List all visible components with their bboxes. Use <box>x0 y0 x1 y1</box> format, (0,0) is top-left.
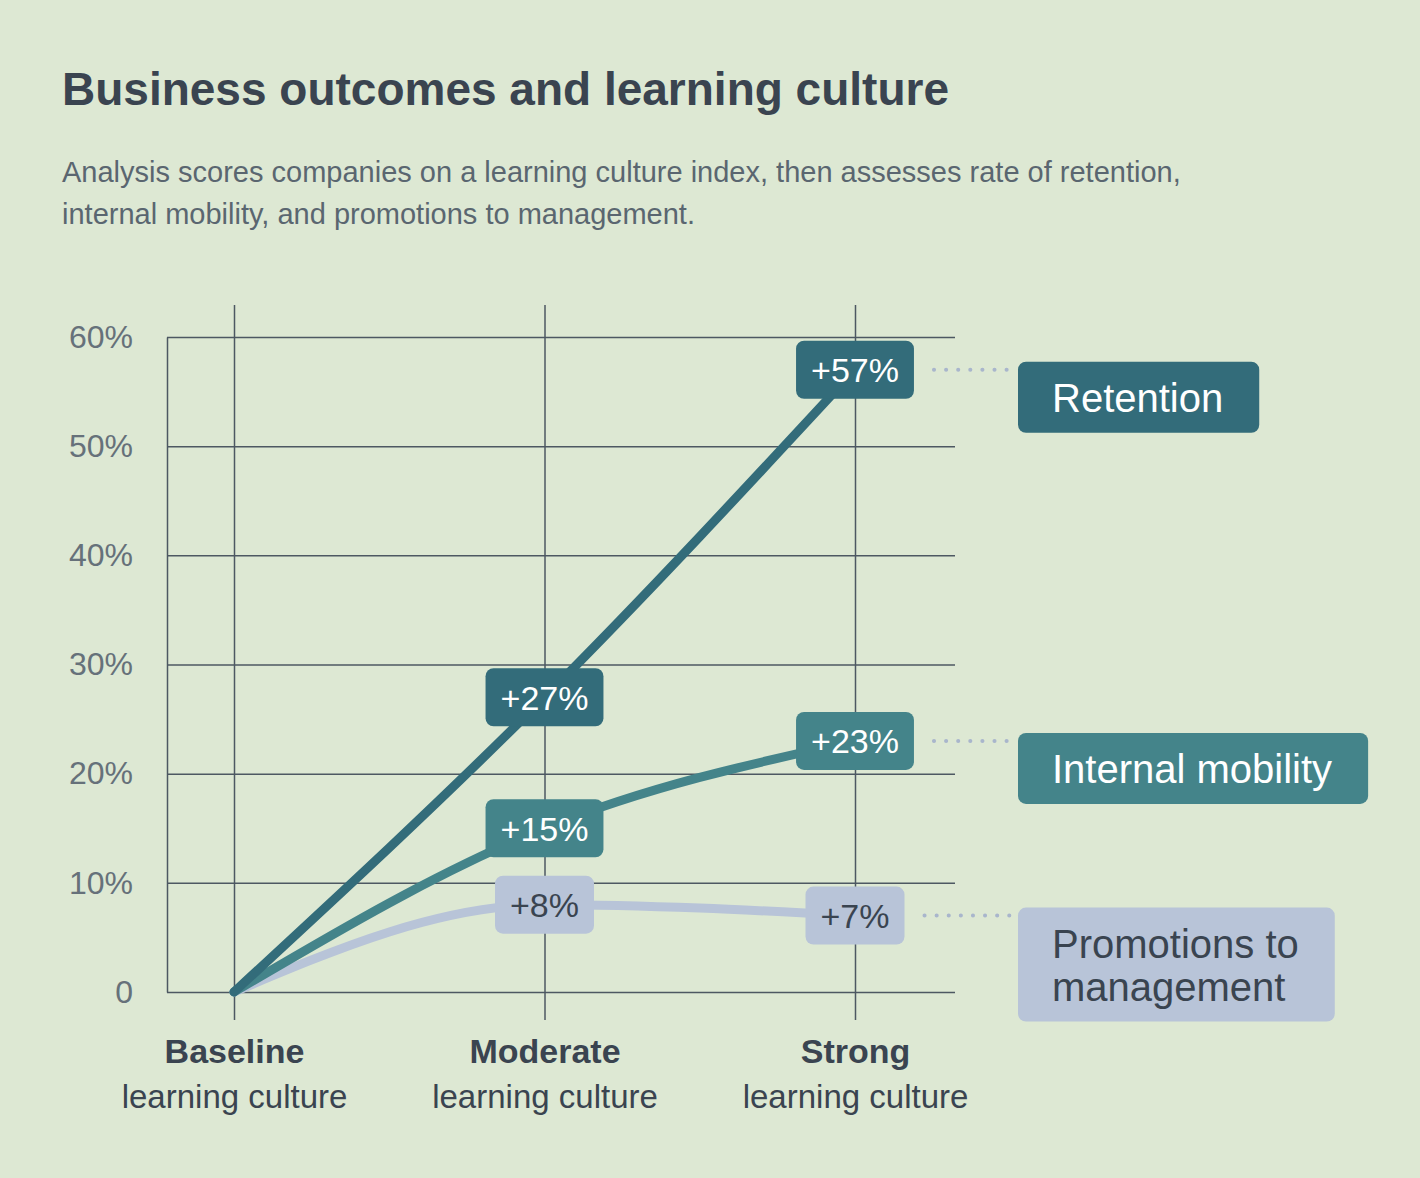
y-tick-label: 20% <box>69 755 133 791</box>
data-label-text: +15% <box>501 809 589 847</box>
y-grid-line <box>167 555 955 557</box>
legend-label: Promotions tomanagement <box>1052 922 1299 1009</box>
x-tick-sublabel: learning culture <box>432 1078 658 1115</box>
y-grid-line <box>167 773 955 775</box>
x-tick: Strong learning culture <box>743 305 969 1115</box>
y-tick-label: 0 <box>115 974 133 1010</box>
data-label-box <box>486 799 604 857</box>
legend-label-line: Promotions to <box>1052 922 1299 966</box>
legend-leader <box>934 739 1010 743</box>
legend-box <box>1018 908 1335 1022</box>
legend: Retention Internal mobility Promotions tom… <box>925 362 1369 1022</box>
data-label: +27% <box>486 668 604 726</box>
y-tick-label: 10% <box>69 865 133 901</box>
legend-label-line: Internal mobility <box>1052 747 1332 791</box>
y-tick-label: 40% <box>69 537 133 573</box>
data-label-text: +27% <box>501 678 589 716</box>
legend-label: Internal mobility <box>1052 747 1332 791</box>
data-label-box <box>495 876 594 934</box>
legend-item: Internal mobility <box>1018 733 1368 804</box>
y-grid-line <box>167 446 955 448</box>
x-axis: Baseline learning culture Moderate learning… <box>122 305 969 1115</box>
data-label-box <box>796 341 914 399</box>
data-labels: +8% +7% +15% +23% +27% +57% <box>486 341 914 945</box>
legend-box <box>1018 362 1259 433</box>
data-label-text: +7% <box>821 897 890 935</box>
chart-svg: Business outcomes and learning culture An… <box>0 0 1420 1178</box>
x-tick-sublabel: learning culture <box>122 1078 348 1115</box>
x-grid-line <box>234 305 236 1020</box>
subtitle: Analysis scores companies on a learning … <box>62 156 1181 188</box>
data-label-box <box>796 712 914 770</box>
x-tick-label: Baseline <box>165 1032 305 1070</box>
data-label: +23% <box>796 712 914 770</box>
legend-box <box>1018 733 1368 804</box>
title: Business outcomes and learning culture <box>62 63 949 115</box>
legend-leader <box>934 368 1010 372</box>
y-tick: 50% <box>69 428 955 464</box>
legend-label-line: management <box>1052 965 1285 1009</box>
y-tick-label: 60% <box>69 319 133 355</box>
y-grid-line <box>167 664 955 666</box>
legend-item: Retention <box>1018 362 1259 433</box>
data-label-text: +57% <box>811 351 899 389</box>
subtitle: internal mobility, and promotions to man… <box>62 198 695 230</box>
y-axis: 0 10% 20% 30% 40% 50% 60% <box>69 319 955 1010</box>
data-label-text: +23% <box>811 722 899 760</box>
data-label: +8% <box>495 876 594 934</box>
legend-leader <box>925 914 1011 918</box>
chart-container: Business outcomes and learning culture An… <box>0 0 1420 1178</box>
y-tick: 40% <box>69 537 955 573</box>
data-label-box <box>486 668 604 726</box>
y-tick-label: 50% <box>69 428 133 464</box>
data-label: +15% <box>486 799 604 857</box>
series-line <box>234 370 855 992</box>
background <box>0 0 1420 1178</box>
data-label-text: +8% <box>510 886 579 924</box>
plot-area <box>234 370 855 992</box>
x-tick: Moderate learning culture <box>432 305 658 1115</box>
legend-label-line: Retention <box>1052 376 1223 420</box>
x-tick-label: Moderate <box>469 1032 620 1070</box>
legend-label: Retention <box>1052 376 1223 420</box>
data-label: +57% <box>796 341 914 399</box>
data-label: +7% <box>806 887 905 945</box>
legend-item: Promotions tomanagement <box>1018 908 1335 1022</box>
data-label-box <box>806 887 905 945</box>
y-grid-line <box>167 992 955 994</box>
x-tick-sublabel: learning culture <box>743 1078 969 1115</box>
y-grid-line <box>167 337 955 339</box>
series-line <box>234 741 855 992</box>
y-tick-label: 30% <box>69 646 133 682</box>
x-tick-label: Strong <box>801 1032 911 1070</box>
